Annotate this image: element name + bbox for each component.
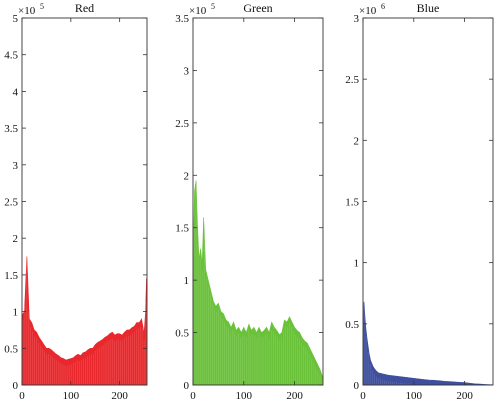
blue-x-tick-label: 0 xyxy=(360,390,366,402)
green-axis-multiplier-exponent: 5 xyxy=(211,2,215,11)
red-y-tick-label: 0 xyxy=(13,380,19,392)
red-y-tick-label: 2.5 xyxy=(4,197,18,209)
blue-histogram-area xyxy=(362,301,493,386)
blue-histogram-panel: 0 0.5 1 1.5 2 2.5 3 0 100 200 Blue ×10 6 xyxy=(345,1,494,402)
green-y-tick-label: 0 xyxy=(184,380,190,392)
green-plot-frame xyxy=(192,17,324,386)
blue-axis-multiplier: ×10 xyxy=(359,5,377,17)
blue-axis-multiplier-exponent: 6 xyxy=(381,2,385,11)
red-x-tick-label: 200 xyxy=(111,390,128,402)
red-histogram-area xyxy=(21,256,147,386)
blue-y-tick-label: 2 xyxy=(354,135,360,147)
blue-y-tick-label: 1.5 xyxy=(345,197,359,209)
red-axis-multiplier: ×10 xyxy=(18,5,36,17)
blue-chart-title: Blue xyxy=(417,1,440,15)
red-axis-multiplier-exponent: 5 xyxy=(40,2,44,11)
red-y-tick-label: 5 xyxy=(13,13,19,25)
red-y-tick-label: 2 xyxy=(13,233,19,245)
green-y-tick-label: 1.5 xyxy=(175,223,189,235)
green-histogram-area xyxy=(192,180,323,386)
red-x-tick-label: 100 xyxy=(63,390,80,402)
blue-x-tick-label: 100 xyxy=(406,390,423,402)
green-x-tick-label: 0 xyxy=(190,390,196,402)
blue-y-tick-label: 2.5 xyxy=(345,74,359,86)
green-y-tick-label: 2.5 xyxy=(175,118,189,130)
red-chart-title: Red xyxy=(75,1,94,15)
green-y-tick-label: 3 xyxy=(184,65,190,77)
red-y-tick-label: 4 xyxy=(13,86,19,98)
green-x-tick-label: 200 xyxy=(286,390,303,402)
red-y-tick-label: 4.5 xyxy=(4,50,18,62)
blue-x-tick-label: 200 xyxy=(456,390,473,402)
red-y-tick-label: 1.5 xyxy=(4,270,18,282)
green-chart-title: Green xyxy=(243,1,272,15)
green-histogram-panel: 0 0.5 1 1.5 2 2.5 3 3.5 0 100 200 Green ×10 5 xyxy=(175,1,324,402)
red-x-tick-label: 0 xyxy=(19,390,25,402)
blue-y-tick-label: 0.5 xyxy=(345,319,359,331)
green-axis-multiplier: ×10 xyxy=(189,5,207,17)
green-x-tick-label: 100 xyxy=(236,390,253,402)
green-y-tick-label: 2 xyxy=(184,170,190,182)
blue-plot-frame xyxy=(362,17,494,386)
red-y-tick-label: 0.5 xyxy=(4,343,18,355)
blue-y-tick-label: 3 xyxy=(354,13,360,25)
red-y-tick-label: 3.5 xyxy=(4,123,18,135)
red-y-tick-label: 3 xyxy=(13,160,19,172)
green-y-tick-label: 0.5 xyxy=(175,328,189,340)
blue-y-tick-label: 1 xyxy=(354,258,360,270)
red-y-tick-label: 1 xyxy=(13,307,19,319)
green-y-tick-label: 1 xyxy=(184,275,190,287)
blue-y-tick-label: 0 xyxy=(354,380,360,392)
green-y-tick-label: 3.5 xyxy=(175,13,189,25)
